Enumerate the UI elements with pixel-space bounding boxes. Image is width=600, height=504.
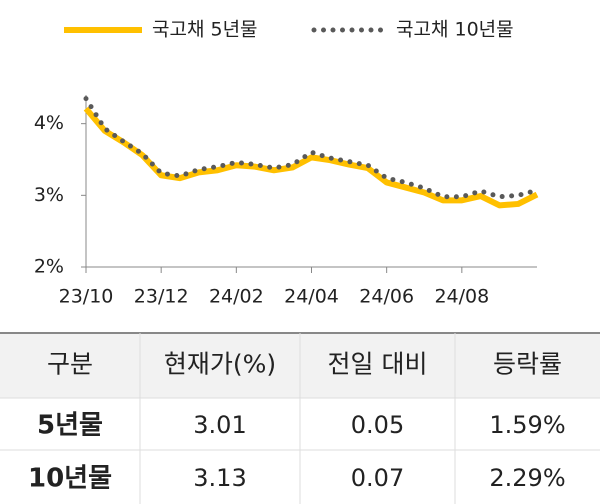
table-cell: 3.13 [193, 464, 246, 492]
table-header-cell: 등락률 [493, 350, 562, 379]
table-header-cell: 현재가(%) [164, 350, 276, 379]
x-tick-label: 24/02 [209, 286, 264, 308]
table-row-label: 5년물 [37, 411, 103, 441]
table-header-cell: 구분 [47, 350, 93, 379]
series-line [83, 106, 539, 209]
table-row-label: 10년물 [28, 464, 112, 494]
x-tick-label: 24/04 [284, 286, 339, 308]
y-tick-label: 2% [34, 256, 64, 278]
legend-label: 국고채 5년물 [152, 19, 258, 41]
table-cell: 3.01 [193, 411, 246, 439]
table-cell: 1.59% [489, 411, 565, 439]
x-tick-label: 24/06 [359, 286, 414, 308]
table-cell: 0.07 [351, 464, 404, 492]
table-header-cell: 전일 대비 [328, 350, 428, 379]
y-tick-label: 4% [34, 112, 64, 134]
series-line [83, 96, 540, 200]
x-tick-label: 23/10 [59, 286, 114, 308]
y-tick-label: 3% [34, 184, 64, 206]
table-cell: 2.29% [489, 464, 565, 492]
legend-label: 국고채 10년물 [396, 19, 514, 41]
x-tick-label: 23/12 [134, 286, 189, 308]
table-cell: 0.05 [351, 411, 404, 439]
x-tick-label: 24/08 [434, 286, 489, 308]
